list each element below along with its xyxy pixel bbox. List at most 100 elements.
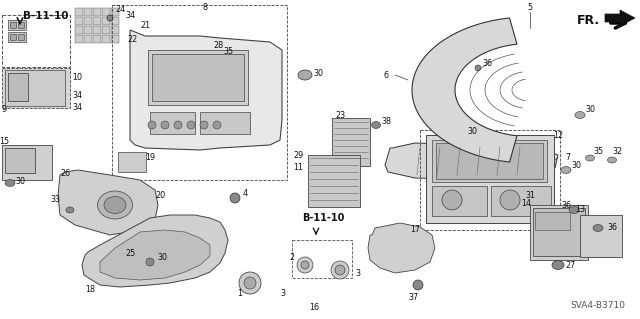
Text: 27: 27 — [565, 261, 575, 270]
Bar — [102, 35, 110, 43]
Bar — [530, 205, 588, 260]
Bar — [426, 135, 554, 223]
Text: 30: 30 — [571, 160, 581, 169]
Text: 34: 34 — [72, 91, 82, 100]
Text: 9: 9 — [1, 106, 6, 115]
Text: 36: 36 — [607, 224, 617, 233]
Ellipse shape — [97, 191, 132, 219]
Text: 20: 20 — [155, 190, 165, 199]
Bar — [10, 34, 16, 40]
Circle shape — [200, 121, 208, 129]
Text: 13: 13 — [575, 205, 585, 214]
Bar — [420, 130, 560, 230]
Text: 34: 34 — [72, 103, 82, 113]
Bar — [332, 118, 370, 166]
Text: FR.: FR. — [577, 13, 600, 26]
Bar — [75, 26, 83, 34]
Text: 7: 7 — [565, 153, 571, 162]
Text: 18: 18 — [85, 286, 95, 294]
Bar — [84, 35, 92, 43]
Circle shape — [413, 280, 423, 290]
Bar — [533, 208, 585, 256]
Bar — [111, 17, 119, 25]
Text: 37: 37 — [408, 293, 418, 302]
Bar — [580, 215, 622, 257]
Text: 2: 2 — [289, 254, 294, 263]
Text: 36: 36 — [561, 201, 571, 210]
Circle shape — [230, 193, 240, 203]
Circle shape — [500, 190, 520, 210]
Text: 36: 36 — [482, 58, 492, 68]
Bar — [8, 32, 26, 42]
Text: 22: 22 — [128, 35, 138, 44]
Bar — [18, 34, 24, 40]
Bar — [436, 143, 543, 179]
Circle shape — [297, 257, 313, 273]
Circle shape — [148, 121, 156, 129]
Polygon shape — [58, 170, 158, 235]
Circle shape — [187, 121, 195, 129]
Text: 21: 21 — [140, 21, 150, 31]
Bar — [102, 8, 110, 16]
Text: 23: 23 — [335, 110, 345, 120]
Bar — [118, 152, 146, 172]
Circle shape — [244, 277, 256, 289]
Text: 38: 38 — [381, 117, 391, 127]
Bar — [491, 186, 551, 216]
Polygon shape — [100, 230, 210, 280]
Ellipse shape — [575, 112, 585, 118]
Bar — [84, 17, 92, 25]
Bar — [93, 26, 101, 34]
Bar — [5, 148, 35, 173]
Text: 25: 25 — [125, 249, 135, 257]
Text: SVA4-B3710: SVA4-B3710 — [570, 300, 625, 309]
Ellipse shape — [607, 157, 616, 163]
Circle shape — [213, 121, 221, 129]
Bar — [432, 140, 547, 182]
Text: 3: 3 — [280, 290, 285, 299]
Circle shape — [442, 190, 462, 210]
Ellipse shape — [66, 207, 74, 213]
Ellipse shape — [569, 206, 579, 213]
Bar — [102, 26, 110, 34]
Circle shape — [301, 261, 309, 269]
Bar — [111, 8, 119, 16]
Bar — [200, 112, 250, 134]
Circle shape — [239, 272, 261, 294]
Text: 6: 6 — [383, 70, 388, 79]
Bar — [75, 35, 83, 43]
Polygon shape — [82, 215, 228, 287]
Bar — [93, 8, 101, 16]
Polygon shape — [412, 18, 517, 162]
Ellipse shape — [104, 197, 126, 213]
Bar — [148, 50, 248, 105]
Text: 30: 30 — [15, 177, 25, 187]
Text: 1: 1 — [237, 290, 243, 299]
Bar — [93, 17, 101, 25]
Circle shape — [146, 258, 154, 266]
Bar — [5, 70, 65, 106]
Text: 28: 28 — [213, 41, 223, 49]
Bar — [432, 186, 487, 216]
Bar — [292, 240, 352, 278]
Bar — [535, 212, 570, 230]
Ellipse shape — [298, 70, 312, 80]
Text: 29: 29 — [293, 151, 303, 160]
Bar — [8, 73, 28, 101]
Text: 30: 30 — [585, 106, 595, 115]
Bar — [2, 68, 70, 108]
Ellipse shape — [371, 122, 381, 129]
Bar — [112, 5, 287, 180]
Ellipse shape — [586, 155, 595, 161]
Bar — [75, 8, 83, 16]
Text: 12: 12 — [553, 130, 563, 139]
Circle shape — [161, 121, 169, 129]
Bar — [2, 145, 52, 180]
Text: 17: 17 — [410, 226, 420, 234]
Bar — [2, 15, 70, 67]
Ellipse shape — [5, 180, 15, 187]
Text: 4: 4 — [243, 189, 248, 197]
Bar — [150, 112, 195, 134]
Ellipse shape — [552, 261, 564, 270]
Text: 3: 3 — [355, 269, 360, 278]
